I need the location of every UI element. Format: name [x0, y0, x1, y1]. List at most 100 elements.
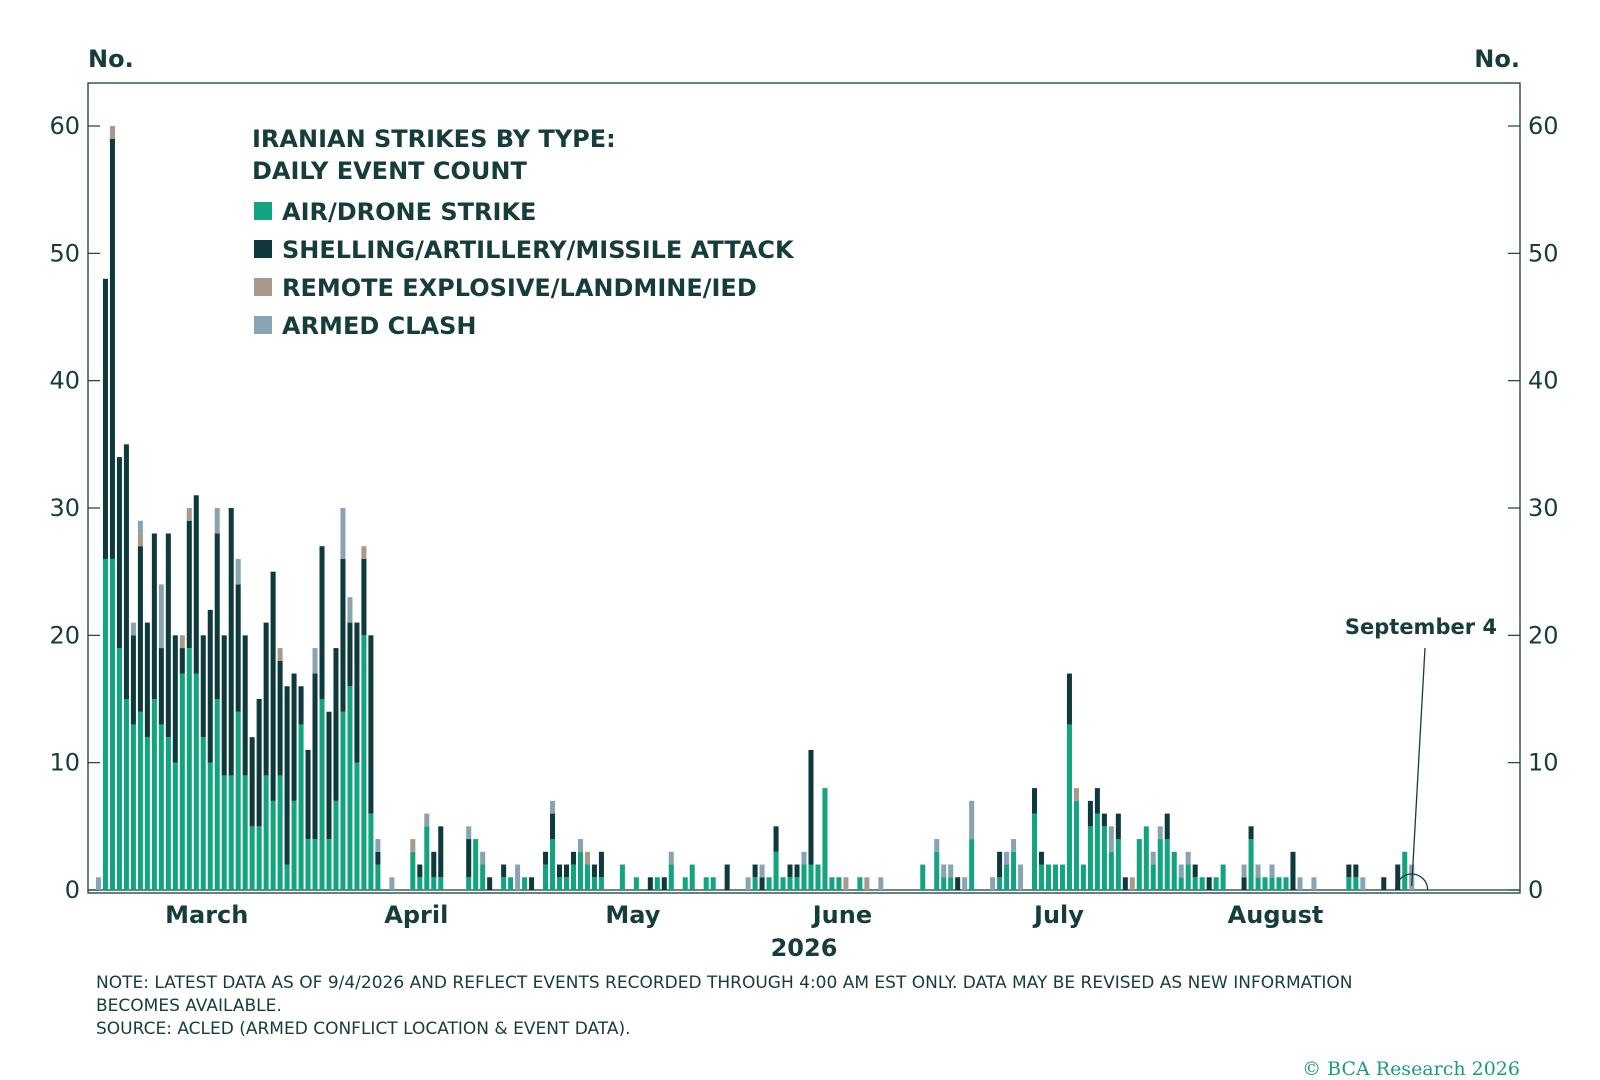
bar-shelling: [186, 520, 192, 649]
bar-air-drone: [480, 864, 486, 890]
bar-shelling: [340, 558, 346, 712]
bar-air-drone: [591, 877, 597, 890]
x-month-labels: March April May June July August: [165, 901, 1323, 929]
bar-air-drone: [948, 877, 954, 890]
bar-air-drone: [151, 699, 157, 890]
bar-armed-clash: [1011, 839, 1017, 852]
bar-armed-clash: [745, 877, 751, 890]
bar-air-drone: [1073, 800, 1079, 890]
x-month-label: July: [1032, 901, 1084, 929]
bar-air-drone: [668, 864, 674, 890]
bar-air-drone: [934, 851, 940, 890]
bar-armed-clash: [801, 851, 807, 865]
bar-shelling: [1395, 864, 1401, 890]
legend-label: REMOTE EXPLOSIVE/LANDMINE/IED: [282, 274, 757, 302]
bar-armed-clash: [1108, 826, 1114, 852]
bar-air-drone: [1220, 864, 1226, 890]
bar-air-drone: [1255, 877, 1261, 890]
bar-air-drone: [577, 851, 583, 890]
bar-air-drone: [1276, 877, 1282, 890]
bar-air-drone: [1199, 877, 1205, 890]
bar-shelling: [1115, 813, 1121, 840]
bar-shelling: [466, 839, 472, 878]
bar-air-drone: [969, 839, 975, 890]
bar-air-drone: [1045, 864, 1051, 890]
bar-shelling: [431, 851, 437, 878]
x-month-label: June: [811, 901, 872, 929]
bar-air-drone: [1262, 877, 1268, 890]
bar-shelling: [158, 648, 164, 725]
bar-air-drone: [368, 813, 374, 890]
bar-air-drone: [654, 877, 660, 890]
bar-shelling: [752, 864, 758, 878]
x-month-label: May: [605, 901, 660, 929]
bar-shelling: [1122, 877, 1128, 890]
bar-armed-clash: [158, 584, 164, 649]
bar-shelling: [333, 648, 339, 801]
bar-remote-explosive: [137, 533, 143, 547]
bar-air-drone: [326, 839, 332, 890]
bar-shelling: [1094, 788, 1100, 814]
bar-air-drone: [235, 711, 241, 890]
bar-armed-clash: [1150, 851, 1156, 865]
bar-armed-clash: [480, 851, 486, 865]
legend: IRANIAN STRIKES BY TYPE: DAILY EVENT COU…: [252, 125, 795, 340]
bar-air-drone: [130, 724, 136, 890]
bar-shelling: [529, 877, 535, 890]
y-tick-label-right: 10: [1528, 749, 1559, 777]
bar-shelling: [200, 635, 206, 738]
bar-armed-clash: [948, 864, 954, 878]
bar-air-drone: [305, 839, 311, 890]
bar-shelling: [1066, 673, 1072, 725]
plot-frame: [87, 82, 1521, 894]
bar-shelling: [368, 635, 374, 814]
bar-armed-clash: [1185, 851, 1191, 865]
bar-shelling: [1038, 851, 1045, 865]
bar-air-drone: [1080, 864, 1086, 890]
bar-air-drone: [319, 699, 325, 890]
bar-shelling: [109, 138, 115, 559]
bar-shelling: [557, 864, 563, 878]
bar-air-drone: [1283, 877, 1289, 890]
bar-air-drone: [137, 711, 143, 890]
x-month-label: August: [1228, 901, 1324, 929]
bar-armed-clash: [878, 877, 884, 890]
bar-air-drone: [256, 826, 262, 890]
bar-shelling: [172, 635, 178, 763]
annotation-label: September 4: [1345, 615, 1497, 639]
bar-armed-clash: [214, 508, 220, 534]
bar-air-drone: [1157, 839, 1163, 890]
note-line-2: BECOMES AVAILABLE.: [96, 996, 282, 1016]
bar-shelling: [794, 864, 800, 878]
bar-air-drone: [333, 800, 339, 890]
bar-armed-clash: [1269, 864, 1275, 878]
bar-shelling: [598, 851, 604, 878]
bar-shelling: [298, 686, 304, 725]
bar-shelling: [228, 508, 234, 776]
bar-air-drone: [1150, 864, 1156, 890]
y-tick-label-right: 0: [1528, 876, 1543, 904]
bar-armed-clash: [1297, 877, 1303, 890]
bar-shelling: [570, 851, 576, 865]
bar-air-drone: [417, 877, 423, 890]
bar-shelling: [354, 622, 360, 763]
bar-air-drone: [221, 775, 227, 890]
bar-shelling: [165, 533, 171, 738]
y-ticks: 0 0 10 10 20 20 30 30 40 40 50 50 60 60: [49, 112, 1558, 904]
bar-remote-explosive: [584, 851, 590, 865]
bar-shelling: [277, 660, 283, 776]
bar-remote-explosive: [361, 546, 367, 559]
y-tick-label-right: 40: [1528, 367, 1559, 395]
bar-armed-clash: [1360, 877, 1366, 890]
bar-air-drone: [557, 877, 563, 890]
bar-armed-clash: [1255, 864, 1261, 878]
bar-armed-clash: [312, 648, 318, 674]
bar-shelling: [787, 864, 793, 878]
bar-air-drone: [689, 864, 695, 890]
bar-shelling: [647, 877, 653, 890]
y-tick-label-left: 40: [49, 367, 80, 395]
bar-air-drone: [815, 864, 821, 890]
bar-shelling: [661, 877, 667, 890]
annotation-leader-line: [1411, 647, 1426, 887]
bar-air-drone: [263, 775, 269, 890]
